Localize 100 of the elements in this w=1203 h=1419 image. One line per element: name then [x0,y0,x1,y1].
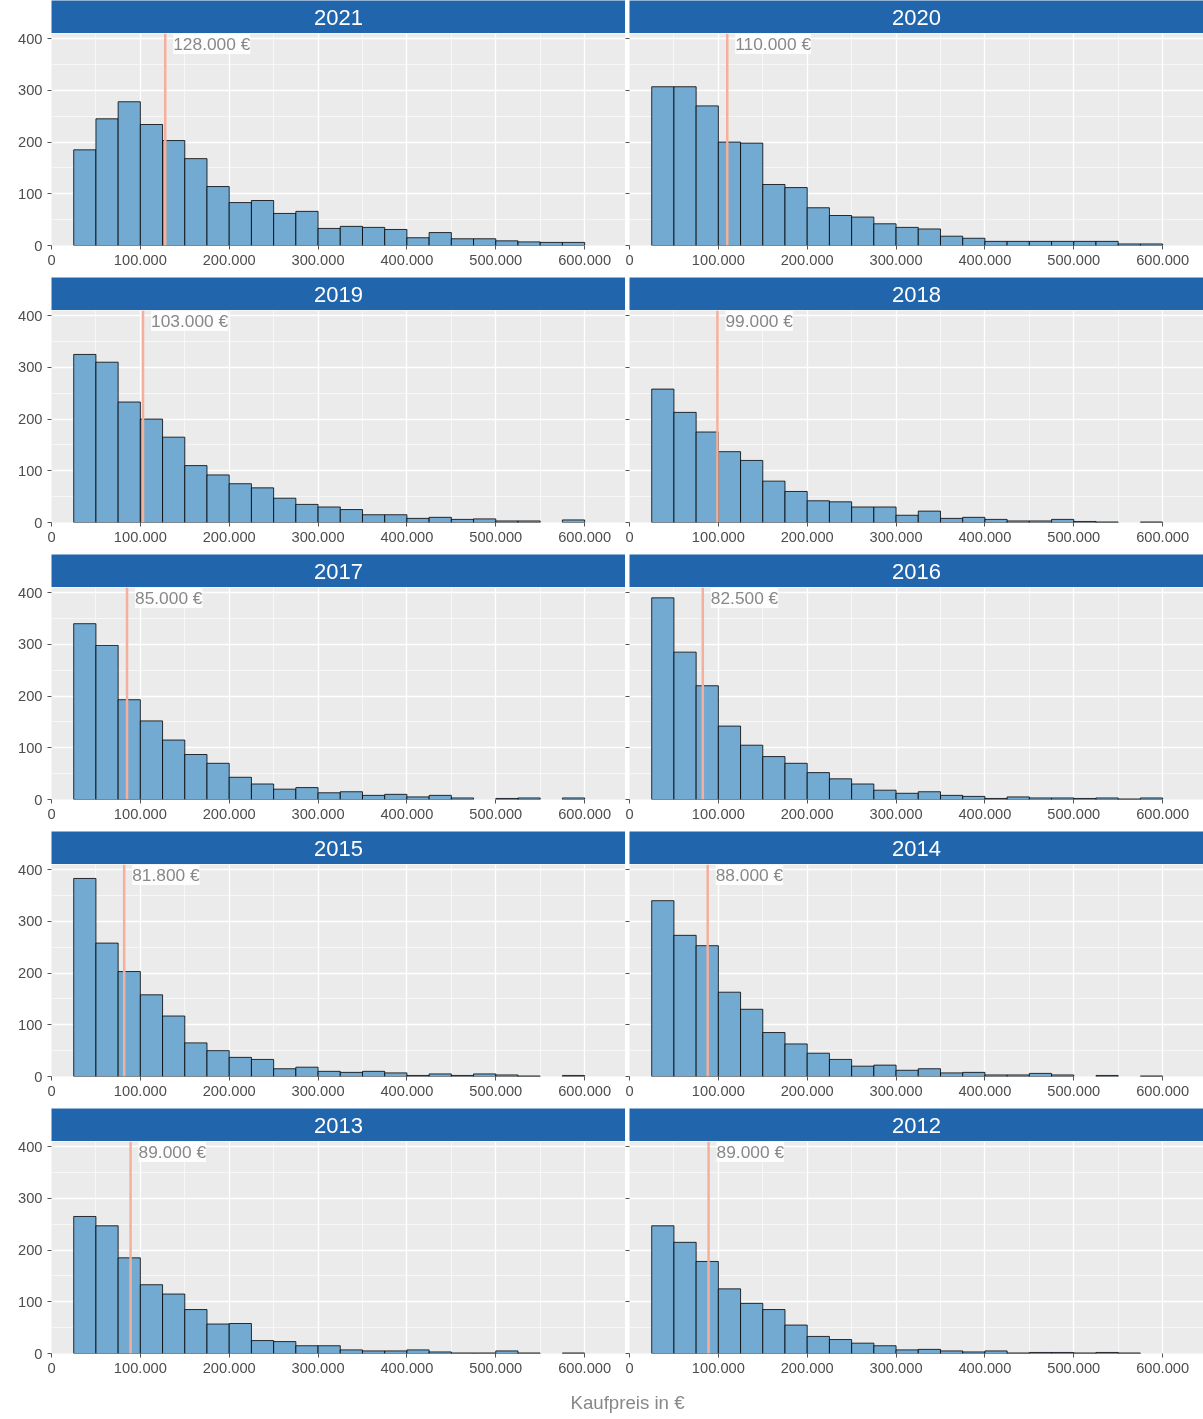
y-tick-label: 300 [18,636,43,653]
ref-line-label: 89.000 € [716,1142,785,1163]
y-tick-label: 400 [18,1138,43,1155]
x-tick-label: 300.000 [869,528,923,545]
x-tick-label: 600.000 [1136,1082,1190,1099]
y-tick-label: 0 [34,237,43,254]
x-tick-label: 500.000 [469,1082,523,1099]
ref-line-label: 81.800 € [132,865,200,886]
x-tick-label: 300.000 [291,805,345,822]
ref-line-label: 128.000 € [173,34,251,55]
y-tick-label: 0 [34,514,43,531]
ref-line-label: 110.000 € [735,34,812,55]
x-tick-label: 0 [47,251,56,268]
x-tick-label: 200.000 [202,251,256,268]
y-tick-label: 300 [18,359,43,376]
x-tick-label: 400.000 [958,528,1012,545]
x-tick-label: 300.000 [291,1082,345,1099]
chart-title: 2017 [314,558,363,584]
x-tick-label: 600.000 [1136,1359,1190,1376]
x-tick-label: 500.000 [469,1359,523,1376]
x-tick-label: 500.000 [469,528,523,545]
x-tick-label: 400.000 [380,1082,434,1099]
x-tick-label: 600.000 [558,805,612,822]
x-tick-label: 300.000 [291,1359,345,1376]
x-tick-label: 300.000 [291,251,345,268]
x-tick-label: 600.000 [558,528,612,545]
x-tick-label: 600.000 [1136,528,1190,545]
x-tick-label: 0 [47,1082,56,1099]
y-tick-label: 400 [18,307,43,324]
y-tick-label: 400 [18,30,43,47]
x-tick-label: 200.000 [202,528,256,545]
chart-title: 2020 [892,4,941,30]
x-tick-label: 200.000 [780,1082,834,1099]
chart-title: 2015 [314,835,363,861]
x-tick-label: 400.000 [380,528,434,545]
ref-line-label: 88.000 € [715,865,784,886]
y-tick-label: 300 [18,1190,43,1207]
x-tick-label: 400.000 [958,1082,1012,1099]
x-tick-label: 600.000 [558,251,612,268]
x-tick-label: 300.000 [869,251,923,268]
y-tick-label: 200 [18,411,43,428]
x-tick-label: 100.000 [691,528,745,545]
x-tick-label: 100.000 [691,1359,745,1376]
x-tick-label: 500.000 [469,805,523,822]
chart-title: 2013 [314,1112,363,1138]
x-tick-label: 500.000 [469,251,523,268]
x-tick-label: 400.000 [958,251,1012,268]
chart-title: 2014 [892,835,941,861]
x-tick-label: 200.000 [780,1359,834,1376]
x-tick-label: 500.000 [1047,1082,1101,1099]
y-tick-label: 0 [34,1068,43,1085]
x-tick-label: 100.000 [691,1082,745,1099]
chart-title: 2012 [892,1112,941,1138]
x-tick-label: 200.000 [202,805,256,822]
y-tick-label: 100 [18,1016,43,1033]
x-tick-label: 600.000 [558,1082,612,1099]
x-tick-label: 100.000 [113,528,167,545]
y-tick-label: 100 [18,1293,43,1310]
y-tick-label: 0 [34,1345,43,1362]
y-tick-label: 200 [18,688,43,705]
x-tick-label: 0 [47,1359,56,1376]
x-tick-label: 100.000 [691,251,745,268]
y-tick-label: 100 [18,739,43,756]
x-tick-label: 100.000 [691,805,745,822]
x-tick-label: 400.000 [958,805,1012,822]
x-tick-label: 600.000 [558,1359,612,1376]
ref-line-label: 99.000 € [725,311,794,332]
x-tick-label: 300.000 [869,1082,923,1099]
ref-line-label: 85.000 € [135,588,203,609]
x-tick-label: 500.000 [1047,1359,1101,1376]
x-tick-label: 500.000 [1047,251,1101,268]
y-tick-label: 200 [18,965,43,982]
x-tick-label: 400.000 [380,251,434,268]
x-tick-label: 400.000 [958,1359,1012,1376]
x-tick-label: 300.000 [869,1359,923,1376]
chart-title: 2019 [314,281,363,307]
x-tick-label: 200.000 [780,805,834,822]
x-tick-label: 200.000 [202,1082,256,1099]
x-tick-label: 200.000 [780,251,834,268]
x-tick-label: 0 [625,528,634,545]
y-tick-label: 0 [34,791,43,808]
y-tick-label: 200 [18,1242,43,1259]
y-tick-label: 400 [18,861,43,878]
ref-line-label: 89.000 € [138,1142,207,1163]
y-tick-label: 300 [18,82,43,99]
x-tick-label: 500.000 [1047,805,1101,822]
x-tick-label: 100.000 [113,1359,167,1376]
x-tick-label: 100.000 [113,251,167,268]
x-tick-label: 100.000 [113,805,167,822]
x-tick-label: 100.000 [113,1082,167,1099]
y-tick-label: 100 [18,462,43,479]
x-tick-label: 300.000 [869,805,923,822]
x-tick-label: 400.000 [380,805,434,822]
x-tick-label: 0 [625,1359,634,1376]
x-tick-label: 0 [625,805,634,822]
y-tick-label: 300 [18,913,43,930]
y-tick-label: 100 [18,185,43,202]
x-axis-title: Kaufpreis in € [570,1392,686,1413]
x-tick-label: 600.000 [1136,805,1190,822]
chart-title: 2021 [314,4,363,30]
